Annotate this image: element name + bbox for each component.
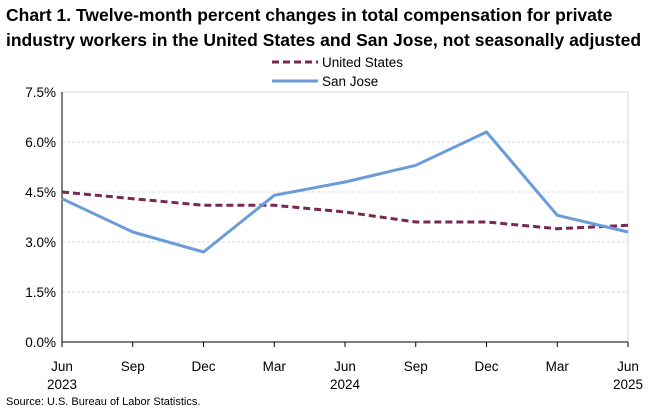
y-tick-label: 6.0% bbox=[25, 135, 56, 150]
x-tick-label-month: Sep bbox=[121, 359, 145, 374]
y-tick-label: 1.5% bbox=[25, 285, 56, 300]
legend-label-san-jose: San Jose bbox=[322, 74, 378, 89]
legend-label-united-states: United States bbox=[322, 55, 403, 70]
x-tick-label-year: 2023 bbox=[47, 377, 77, 392]
axes bbox=[61, 91, 629, 347]
x-tick-label-month: Mar bbox=[263, 359, 287, 374]
series-line-san-jose bbox=[61, 130, 629, 254]
x-axis-tick-labels: Jun 2023 Sep Dec Mar Jun 2024 Sep Dec Mar Jun 2025 bbox=[47, 359, 643, 392]
y-tick-label: 0.0% bbox=[25, 335, 56, 350]
legend: United States San Jose bbox=[272, 55, 403, 89]
gridlines bbox=[62, 141, 628, 293]
x-tick-label-month: Jun bbox=[334, 359, 356, 374]
y-tick-label: 3.0% bbox=[25, 235, 56, 250]
y-axis-tick-labels: 0.0% 1.5% 3.0% 4.5% 6.0% 7.5% bbox=[25, 85, 56, 350]
x-tick-label-year: 2024 bbox=[330, 377, 361, 392]
x-tick-label-month: Dec bbox=[474, 359, 498, 374]
source-note: Source: U.S. Bureau of Labor Statistics. bbox=[6, 396, 201, 408]
x-tick-label-month: Sep bbox=[404, 359, 428, 374]
x-tick-label-month: Jun bbox=[51, 359, 73, 374]
y-tick-label: 4.5% bbox=[25, 185, 56, 200]
x-tick-label-year: 2025 bbox=[613, 377, 643, 392]
y-tick-label: 7.5% bbox=[25, 85, 56, 100]
series-lines bbox=[61, 130, 629, 254]
series-line-united-states bbox=[61, 190, 629, 231]
x-tick-label-month: Dec bbox=[191, 359, 215, 374]
x-tick-label-month: Mar bbox=[546, 359, 570, 374]
x-tick-label-month: Jun bbox=[617, 359, 639, 374]
chart-title: Chart 1. Twelve-month percent changes in… bbox=[6, 5, 642, 50]
